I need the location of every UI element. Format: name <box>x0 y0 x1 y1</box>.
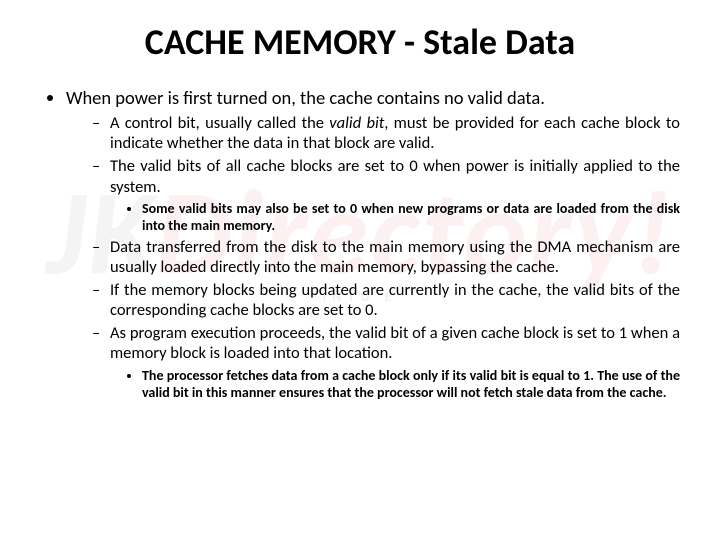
list-item: The processor fetches data from a cache … <box>142 367 680 401</box>
list-item: Some valid bits may also be set to 0 whe… <box>142 200 680 234</box>
list-item: When power is first turned on, the cache… <box>66 86 680 401</box>
bullet-text: If the memory blocks being updated are c… <box>110 280 680 320</box>
page-title: CACHE MEMORY - Stale Data <box>40 20 680 64</box>
bullet-text: Data transferred from the disk to the ma… <box>110 237 680 277</box>
bullet-text: As program execution proceeds, the valid… <box>110 323 680 363</box>
bullet-list-level3: The processor fetches data from a cache … <box>110 367 680 401</box>
bullet-text: When power is first turned on, the cache… <box>66 86 545 109</box>
bullet-list-level1: When power is first turned on, the cache… <box>40 86 680 401</box>
bullet-text: The valid bits of all cache blocks are s… <box>110 156 680 196</box>
bullet-text: The processor fetches data from a cache … <box>142 367 680 401</box>
slide-body: CACHE MEMORY - Stale Data When power is … <box>0 0 720 540</box>
list-item: If the memory blocks being updated are c… <box>92 280 680 320</box>
list-item: A control bit, usually called the valid … <box>92 113 680 153</box>
bullet-list-level2: A control bit, usually called the valid … <box>66 113 680 401</box>
list-item: The valid bits of all cache blocks are s… <box>92 156 680 233</box>
list-item: Data transferred from the disk to the ma… <box>92 237 680 277</box>
bullet-list-level3: Some valid bits may also be set to 0 whe… <box>110 200 680 234</box>
list-item: As program execution proceeds, the valid… <box>92 323 680 400</box>
bullet-text: Some valid bits may also be set to 0 whe… <box>142 200 680 234</box>
bullet-text: A control bit, usually called the <box>110 113 329 133</box>
bullet-text-italic: valid bit <box>329 113 384 133</box>
